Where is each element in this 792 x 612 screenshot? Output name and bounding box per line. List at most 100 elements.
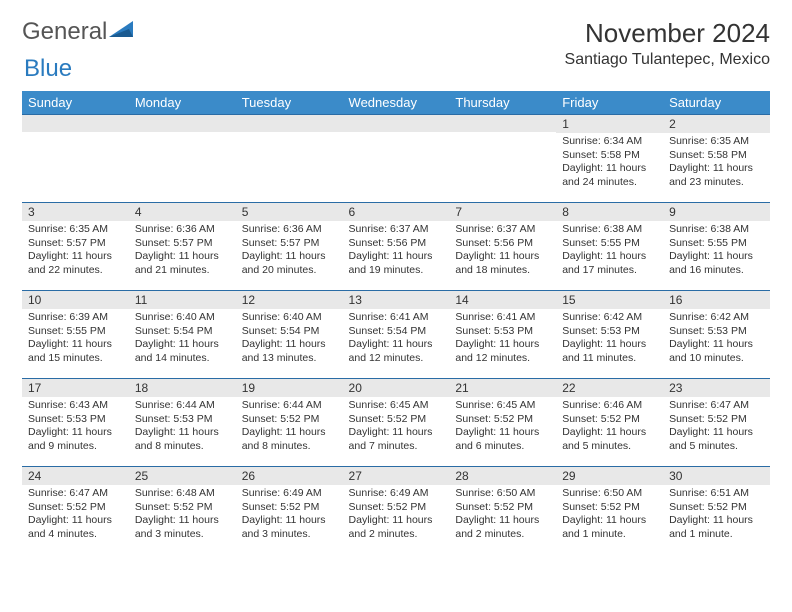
sunset-text: Sunset: 5:54 PM — [135, 325, 230, 339]
calendar-day-cell: 28Sunrise: 6:50 AMSunset: 5:52 PMDayligh… — [449, 467, 556, 555]
daylight-text: Daylight: 11 hours and 4 minutes. — [28, 514, 123, 541]
day-data: Sunrise: 6:44 AMSunset: 5:53 PMDaylight:… — [129, 397, 236, 458]
calendar-body: 1Sunrise: 6:34 AMSunset: 5:58 PMDaylight… — [22, 115, 770, 555]
calendar-week-row: 1Sunrise: 6:34 AMSunset: 5:58 PMDaylight… — [22, 115, 770, 203]
daylight-text: Daylight: 11 hours and 8 minutes. — [135, 426, 230, 453]
sunset-text: Sunset: 5:53 PM — [135, 413, 230, 427]
sunset-text: Sunset: 5:52 PM — [669, 501, 764, 515]
daylight-text: Daylight: 11 hours and 7 minutes. — [349, 426, 444, 453]
day-number: 25 — [129, 467, 236, 485]
day-data: Sunrise: 6:42 AMSunset: 5:53 PMDaylight:… — [663, 309, 770, 370]
day-number: 21 — [449, 379, 556, 397]
day-data: Sunrise: 6:44 AMSunset: 5:52 PMDaylight:… — [236, 397, 343, 458]
page-title: November 2024 — [565, 18, 770, 49]
weekday-header: Sunday — [22, 91, 129, 115]
calendar-day-cell — [236, 115, 343, 203]
day-data: Sunrise: 6:45 AMSunset: 5:52 PMDaylight:… — [343, 397, 450, 458]
daylight-text: Daylight: 11 hours and 19 minutes. — [349, 250, 444, 277]
sunset-text: Sunset: 5:52 PM — [135, 501, 230, 515]
calendar-day-cell: 16Sunrise: 6:42 AMSunset: 5:53 PMDayligh… — [663, 291, 770, 379]
sunrise-text: Sunrise: 6:36 AM — [135, 223, 230, 237]
sunrise-text: Sunrise: 6:45 AM — [455, 399, 550, 413]
calendar-day-cell: 29Sunrise: 6:50 AMSunset: 5:52 PMDayligh… — [556, 467, 663, 555]
day-number: 13 — [343, 291, 450, 309]
sunrise-text: Sunrise: 6:37 AM — [455, 223, 550, 237]
calendar-day-cell: 2Sunrise: 6:35 AMSunset: 5:58 PMDaylight… — [663, 115, 770, 203]
daylight-text: Daylight: 11 hours and 1 minute. — [562, 514, 657, 541]
sunset-text: Sunset: 5:54 PM — [242, 325, 337, 339]
daylight-text: Daylight: 11 hours and 18 minutes. — [455, 250, 550, 277]
day-data: Sunrise: 6:43 AMSunset: 5:53 PMDaylight:… — [22, 397, 129, 458]
daylight-text: Daylight: 11 hours and 2 minutes. — [349, 514, 444, 541]
sunrise-text: Sunrise: 6:41 AM — [455, 311, 550, 325]
day-number — [22, 115, 129, 132]
day-number — [129, 115, 236, 132]
sunrise-text: Sunrise: 6:42 AM — [562, 311, 657, 325]
sunrise-text: Sunrise: 6:50 AM — [455, 487, 550, 501]
day-number: 29 — [556, 467, 663, 485]
day-data: Sunrise: 6:48 AMSunset: 5:52 PMDaylight:… — [129, 485, 236, 546]
sunrise-text: Sunrise: 6:48 AM — [135, 487, 230, 501]
sunrise-text: Sunrise: 6:39 AM — [28, 311, 123, 325]
sunset-text: Sunset: 5:56 PM — [349, 237, 444, 251]
sunrise-text: Sunrise: 6:51 AM — [669, 487, 764, 501]
day-number: 22 — [556, 379, 663, 397]
day-data: Sunrise: 6:47 AMSunset: 5:52 PMDaylight:… — [22, 485, 129, 546]
sunset-text: Sunset: 5:57 PM — [28, 237, 123, 251]
calendar-day-cell: 5Sunrise: 6:36 AMSunset: 5:57 PMDaylight… — [236, 203, 343, 291]
calendar-day-cell: 22Sunrise: 6:46 AMSunset: 5:52 PMDayligh… — [556, 379, 663, 467]
day-number: 19 — [236, 379, 343, 397]
sunset-text: Sunset: 5:53 PM — [669, 325, 764, 339]
calendar-week-row: 3Sunrise: 6:35 AMSunset: 5:57 PMDaylight… — [22, 203, 770, 291]
daylight-text: Daylight: 11 hours and 16 minutes. — [669, 250, 764, 277]
calendar-day-cell: 20Sunrise: 6:45 AMSunset: 5:52 PMDayligh… — [343, 379, 450, 467]
calendar-week-row: 24Sunrise: 6:47 AMSunset: 5:52 PMDayligh… — [22, 467, 770, 555]
sunset-text: Sunset: 5:56 PM — [455, 237, 550, 251]
day-data: Sunrise: 6:50 AMSunset: 5:52 PMDaylight:… — [556, 485, 663, 546]
daylight-text: Daylight: 11 hours and 24 minutes. — [562, 162, 657, 189]
sunset-text: Sunset: 5:52 PM — [242, 413, 337, 427]
sunset-text: Sunset: 5:53 PM — [562, 325, 657, 339]
day-data: Sunrise: 6:38 AMSunset: 5:55 PMDaylight:… — [663, 221, 770, 282]
sunrise-text: Sunrise: 6:44 AM — [135, 399, 230, 413]
daylight-text: Daylight: 11 hours and 11 minutes. — [562, 338, 657, 365]
calendar-week-row: 17Sunrise: 6:43 AMSunset: 5:53 PMDayligh… — [22, 379, 770, 467]
day-data: Sunrise: 6:49 AMSunset: 5:52 PMDaylight:… — [343, 485, 450, 546]
sunset-text: Sunset: 5:52 PM — [669, 413, 764, 427]
sunset-text: Sunset: 5:52 PM — [562, 501, 657, 515]
sunset-text: Sunset: 5:58 PM — [562, 149, 657, 163]
day-number: 11 — [129, 291, 236, 309]
calendar-day-cell: 21Sunrise: 6:45 AMSunset: 5:52 PMDayligh… — [449, 379, 556, 467]
calendar-day-cell: 12Sunrise: 6:40 AMSunset: 5:54 PMDayligh… — [236, 291, 343, 379]
day-data: Sunrise: 6:35 AMSunset: 5:58 PMDaylight:… — [663, 133, 770, 194]
day-number: 10 — [22, 291, 129, 309]
day-number: 9 — [663, 203, 770, 221]
sunrise-text: Sunrise: 6:47 AM — [28, 487, 123, 501]
weekday-header: Friday — [556, 91, 663, 115]
day-data: Sunrise: 6:39 AMSunset: 5:55 PMDaylight:… — [22, 309, 129, 370]
sunset-text: Sunset: 5:53 PM — [455, 325, 550, 339]
day-number: 24 — [22, 467, 129, 485]
sunset-text: Sunset: 5:52 PM — [562, 413, 657, 427]
calendar-day-cell: 18Sunrise: 6:44 AMSunset: 5:53 PMDayligh… — [129, 379, 236, 467]
day-data: Sunrise: 6:35 AMSunset: 5:57 PMDaylight:… — [22, 221, 129, 282]
day-data: Sunrise: 6:38 AMSunset: 5:55 PMDaylight:… — [556, 221, 663, 282]
day-number: 12 — [236, 291, 343, 309]
calendar-day-cell: 13Sunrise: 6:41 AMSunset: 5:54 PMDayligh… — [343, 291, 450, 379]
sunset-text: Sunset: 5:52 PM — [28, 501, 123, 515]
daylight-text: Daylight: 11 hours and 8 minutes. — [242, 426, 337, 453]
calendar-day-cell: 3Sunrise: 6:35 AMSunset: 5:57 PMDaylight… — [22, 203, 129, 291]
day-data: Sunrise: 6:51 AMSunset: 5:52 PMDaylight:… — [663, 485, 770, 546]
day-number: 4 — [129, 203, 236, 221]
day-data: Sunrise: 6:50 AMSunset: 5:52 PMDaylight:… — [449, 485, 556, 546]
day-data: Sunrise: 6:40 AMSunset: 5:54 PMDaylight:… — [236, 309, 343, 370]
calendar-day-cell — [343, 115, 450, 203]
day-data: Sunrise: 6:40 AMSunset: 5:54 PMDaylight:… — [129, 309, 236, 370]
logo-word-1: General — [22, 18, 107, 46]
daylight-text: Daylight: 11 hours and 5 minutes. — [669, 426, 764, 453]
calendar-day-cell: 11Sunrise: 6:40 AMSunset: 5:54 PMDayligh… — [129, 291, 236, 379]
calendar-day-cell: 24Sunrise: 6:47 AMSunset: 5:52 PMDayligh… — [22, 467, 129, 555]
sunrise-text: Sunrise: 6:49 AM — [349, 487, 444, 501]
day-data: Sunrise: 6:41 AMSunset: 5:53 PMDaylight:… — [449, 309, 556, 370]
location: Santiago Tulantepec, Mexico — [565, 51, 770, 69]
